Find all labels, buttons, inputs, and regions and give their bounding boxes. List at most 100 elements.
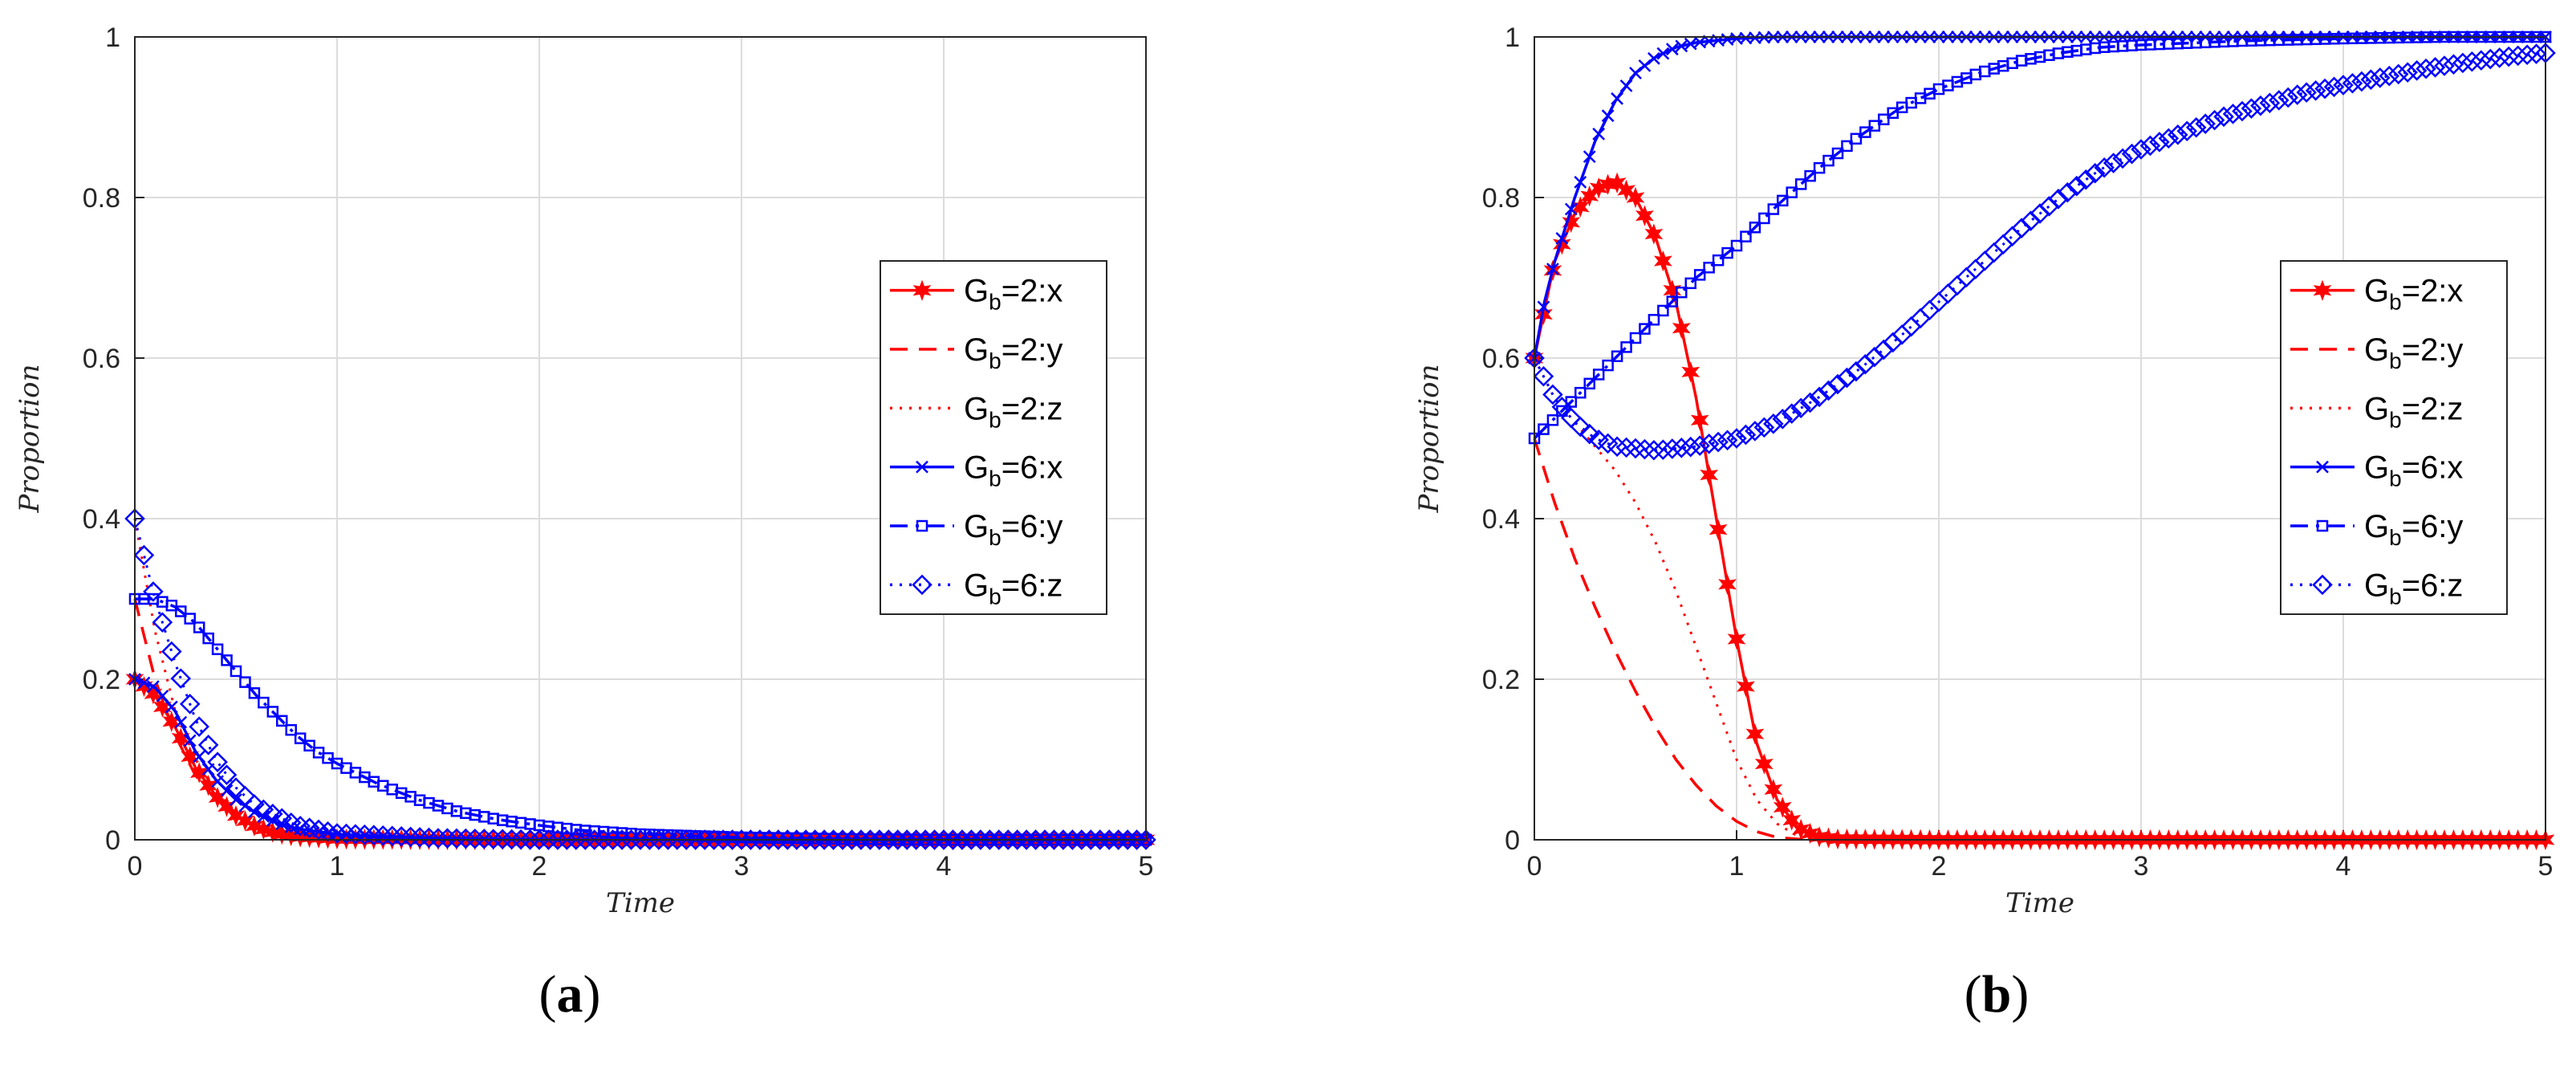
legend-marker [916,460,928,474]
series-marker [593,829,614,850]
series-marker [1635,205,1654,226]
series-marker [1562,211,1581,234]
series-marker [1740,230,1752,242]
legend: Gb=2:x Gb=2:y Gb=2:z Gb=6:x Gb=6:y Gb=6:z [880,260,1107,615]
legend-marker [916,519,928,532]
series-marker [1607,172,1627,193]
series-marker [786,829,807,850]
legend-entry-label: Gb=6:y [964,509,1062,550]
series-marker [1850,132,1863,145]
series-marker [1626,186,1645,209]
series-marker [1836,367,1858,389]
x-tick-label: 3 [734,851,750,882]
series-marker [266,814,279,827]
series-marker [1537,300,1550,314]
series-marker [1538,423,1550,435]
series-marker [1542,384,1563,405]
panel-caption: (b) [1965,965,2030,1024]
y-tick-label: 0 [105,825,120,856]
series-marker [1727,628,1746,650]
series-marker [354,824,376,845]
series-marker [1730,239,1743,252]
series-marker [1663,279,1682,301]
series-marker [896,829,917,850]
series-marker [465,828,486,849]
series-marker [1583,377,1595,390]
series-marker [161,641,182,662]
series-marker [2195,113,2216,134]
series-marker [804,829,826,850]
series-marker [2424,57,2446,78]
series-marker [2296,82,2317,103]
y-axis-label: Proportion [14,364,46,514]
series-6 [1524,43,2556,461]
series-marker [2094,157,2115,178]
series-marker [2139,135,2161,157]
series-marker [2149,132,2170,153]
series-marker [750,829,770,850]
series-marker [1868,120,1881,132]
series-6 [124,508,1156,850]
series-marker [2048,189,2069,210]
legend-entry-label: Gb=6:z [964,568,1062,609]
series-marker [262,804,283,825]
series-marker [2057,181,2078,203]
series-marker [391,826,412,847]
series-marker [667,829,688,850]
series-marker [2370,67,2391,88]
series-marker [1737,675,1755,698]
series-marker [2286,84,2308,105]
legend-box [2280,260,2508,615]
series-marker [1570,416,1591,438]
series-marker [1777,194,1789,207]
series-marker [2342,72,2363,94]
axes-box [134,36,1147,841]
series-marker [721,829,743,850]
x-tick-label: 2 [1932,851,1947,882]
series-marker [1625,438,1646,459]
series-marker [703,829,725,850]
series-marker [2305,80,2326,101]
series-marker [1735,424,1757,446]
series-marker [1786,186,1798,198]
series-marker [1016,829,1037,850]
series-marker [2507,45,2529,67]
series-marker [276,715,288,727]
x-tick-label: 5 [1139,851,1154,882]
series-marker [1665,43,1679,56]
series-marker [1772,409,1794,430]
y-tick-label: 0.4 [1482,504,1520,535]
x-axis-label: Time [2005,887,2074,919]
x-tick-label: 2 [532,851,547,882]
series-marker [832,829,853,850]
series-marker [2250,95,2271,116]
series-marker [915,829,936,850]
series-marker [878,829,900,850]
y-tick-label: 0.8 [83,183,120,214]
series-marker [851,829,872,850]
panel-caption: (a) [539,965,601,1024]
axes-box [1534,36,2546,841]
series-marker [841,829,863,850]
series-marker [1676,286,1688,299]
series-marker [2232,100,2253,122]
series-marker [144,683,163,705]
series-marker [271,808,293,829]
series-marker [611,829,632,850]
series-marker [1611,350,1623,362]
series-marker [152,696,172,718]
series-marker [2471,50,2492,71]
legend-entry-label: Gb=2:x [964,274,1062,315]
series-marker [1648,51,1660,65]
series-marker [2387,63,2409,85]
series-marker [1827,373,1848,395]
series-marker [174,715,188,729]
series-marker [1136,829,1156,850]
y-tick-label: 0.4 [83,504,120,535]
series-marker [165,700,178,714]
series-marker [1693,269,1706,281]
series-marker [547,829,568,850]
series-marker [1745,421,1765,442]
series-marker [1639,323,1651,335]
series-marker [1831,147,1844,160]
